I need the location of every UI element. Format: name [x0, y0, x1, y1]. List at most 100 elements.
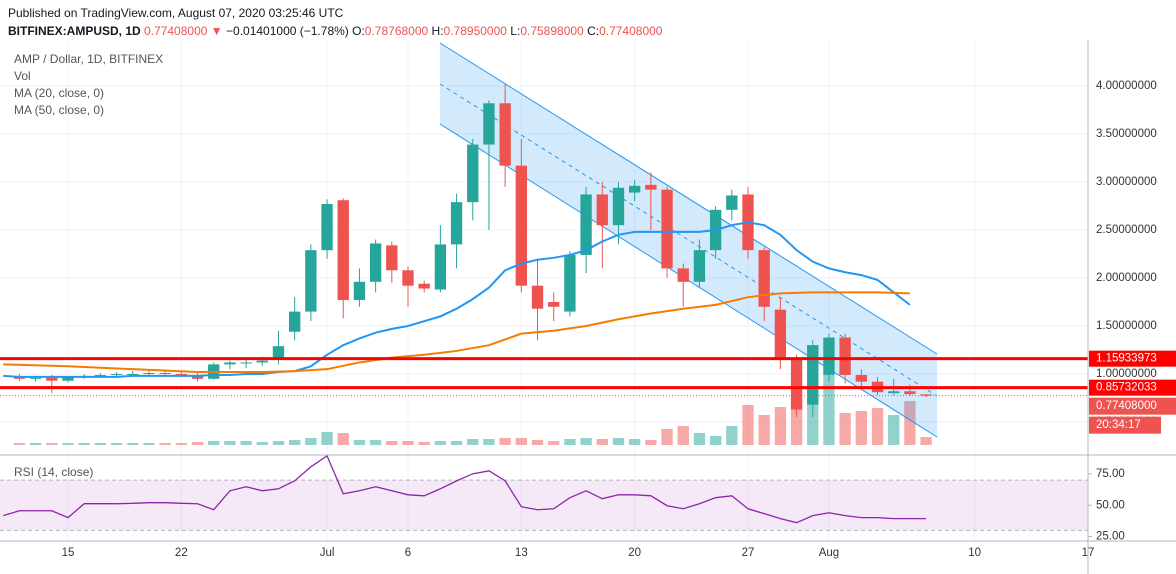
rsi-band	[0, 480, 1088, 531]
volume-bar	[612, 438, 625, 445]
candle-body	[823, 337, 835, 375]
candle-body	[790, 357, 803, 410]
volume-bar	[110, 443, 123, 445]
candle-body	[515, 165, 527, 286]
countdown: 20:34:17	[1096, 419, 1141, 431]
volume-bar	[353, 440, 366, 445]
candle-body	[337, 200, 349, 301]
volume-bar	[175, 443, 187, 445]
volume-bar	[434, 441, 447, 445]
y-tick-label: 75.00	[1096, 468, 1125, 480]
volume-bar	[418, 442, 430, 445]
x-tick-label: 10	[968, 547, 981, 559]
candle-body	[726, 195, 738, 210]
close: 0.77408000	[599, 24, 663, 38]
volume-bar	[726, 426, 738, 445]
candle-body	[305, 250, 317, 312]
volume-bar	[143, 443, 155, 445]
candle-body	[807, 345, 819, 405]
volume-bar	[693, 433, 706, 445]
volume-bar	[677, 426, 689, 445]
candle-body	[645, 184, 657, 190]
candle-body	[693, 250, 706, 282]
open: 0.78768000	[364, 24, 429, 38]
candle-body	[499, 103, 511, 166]
candle-body	[321, 204, 333, 251]
x-tick-label: 13	[515, 547, 528, 559]
x-tick-label: Jul	[320, 547, 335, 559]
candle-body	[110, 373, 123, 375]
candle-body	[256, 360, 268, 363]
volume-bar	[499, 438, 511, 445]
candle-body	[127, 373, 139, 375]
candle-body	[289, 311, 301, 332]
volume-bar	[742, 405, 754, 445]
y-tick-label: 1.00000000	[1096, 368, 1157, 380]
level-box	[1089, 379, 1176, 396]
candle-body	[580, 194, 592, 255]
volume-bar	[29, 443, 42, 445]
rsi-line	[3, 455, 927, 524]
volume-bar	[774, 407, 787, 445]
candle-body	[159, 373, 171, 375]
volume-bar	[483, 439, 495, 445]
volume-bar	[888, 415, 900, 445]
candle-body	[240, 362, 252, 364]
symbol: BITFINEX:AMPUSD, 1D	[8, 24, 141, 38]
published: Published on TradingView.com, August 07,…	[8, 6, 344, 20]
candle-body	[272, 346, 285, 358]
volume-bar	[709, 436, 722, 445]
change: −0.01401000 (−1.78%)	[226, 24, 349, 38]
x-tick-label: 15	[62, 547, 75, 559]
volume-bar	[564, 439, 576, 445]
candle-body	[386, 245, 398, 271]
volume-bar	[321, 432, 333, 445]
volume-bar	[208, 441, 220, 445]
candle-body	[353, 281, 366, 301]
header: Published on TradingView.com, August 07,…	[8, 4, 662, 40]
volume-bar	[127, 443, 139, 445]
candle-body	[758, 250, 770, 307]
volume-bar	[596, 439, 608, 445]
volume-bar	[289, 440, 301, 445]
candle-body	[94, 374, 107, 376]
countdown-box	[1089, 416, 1161, 434]
candle-body	[143, 373, 155, 375]
quote-line: BITFINEX:AMPUSD, 1D 0.77408000 ▼ −0.0140…	[8, 22, 662, 40]
volume-bar	[191, 442, 204, 445]
candle-body	[29, 377, 42, 379]
candle-body	[483, 103, 495, 145]
volume-bar	[78, 443, 90, 445]
volume-bar	[920, 437, 932, 445]
legend-title: AMP / Dollar, 1D, BITFINEX	[14, 52, 163, 66]
volume-bar	[855, 411, 867, 445]
candle-body	[224, 362, 236, 365]
last-price-box	[1089, 397, 1176, 415]
volume-bar	[94, 443, 107, 445]
volume-bar	[645, 440, 657, 445]
candle-body	[46, 377, 58, 381]
volume-bar	[159, 443, 171, 445]
ma-line	[3, 221, 911, 378]
x-tick-label: 6	[405, 547, 411, 559]
volume-bar	[337, 433, 349, 445]
h-label: H:	[431, 24, 444, 38]
volume-bar	[661, 429, 673, 445]
l-label: L:	[510, 24, 521, 38]
candle-body	[564, 254, 576, 312]
volume-bar	[629, 439, 641, 445]
candle-body	[677, 268, 689, 282]
c-label: C:	[587, 24, 600, 38]
candle-body	[920, 394, 932, 396]
candle-body	[839, 337, 851, 375]
level-label: 0.85732033	[1096, 382, 1157, 394]
candle-body	[629, 185, 641, 193]
volume-bar	[450, 441, 463, 445]
x-tick-label: 20	[628, 547, 641, 559]
candle-body	[774, 309, 787, 358]
y-tick-label: 3.50000000	[1096, 128, 1157, 140]
volume-bar	[13, 443, 26, 445]
volume-bar	[548, 441, 560, 445]
volume-bar	[256, 442, 268, 445]
